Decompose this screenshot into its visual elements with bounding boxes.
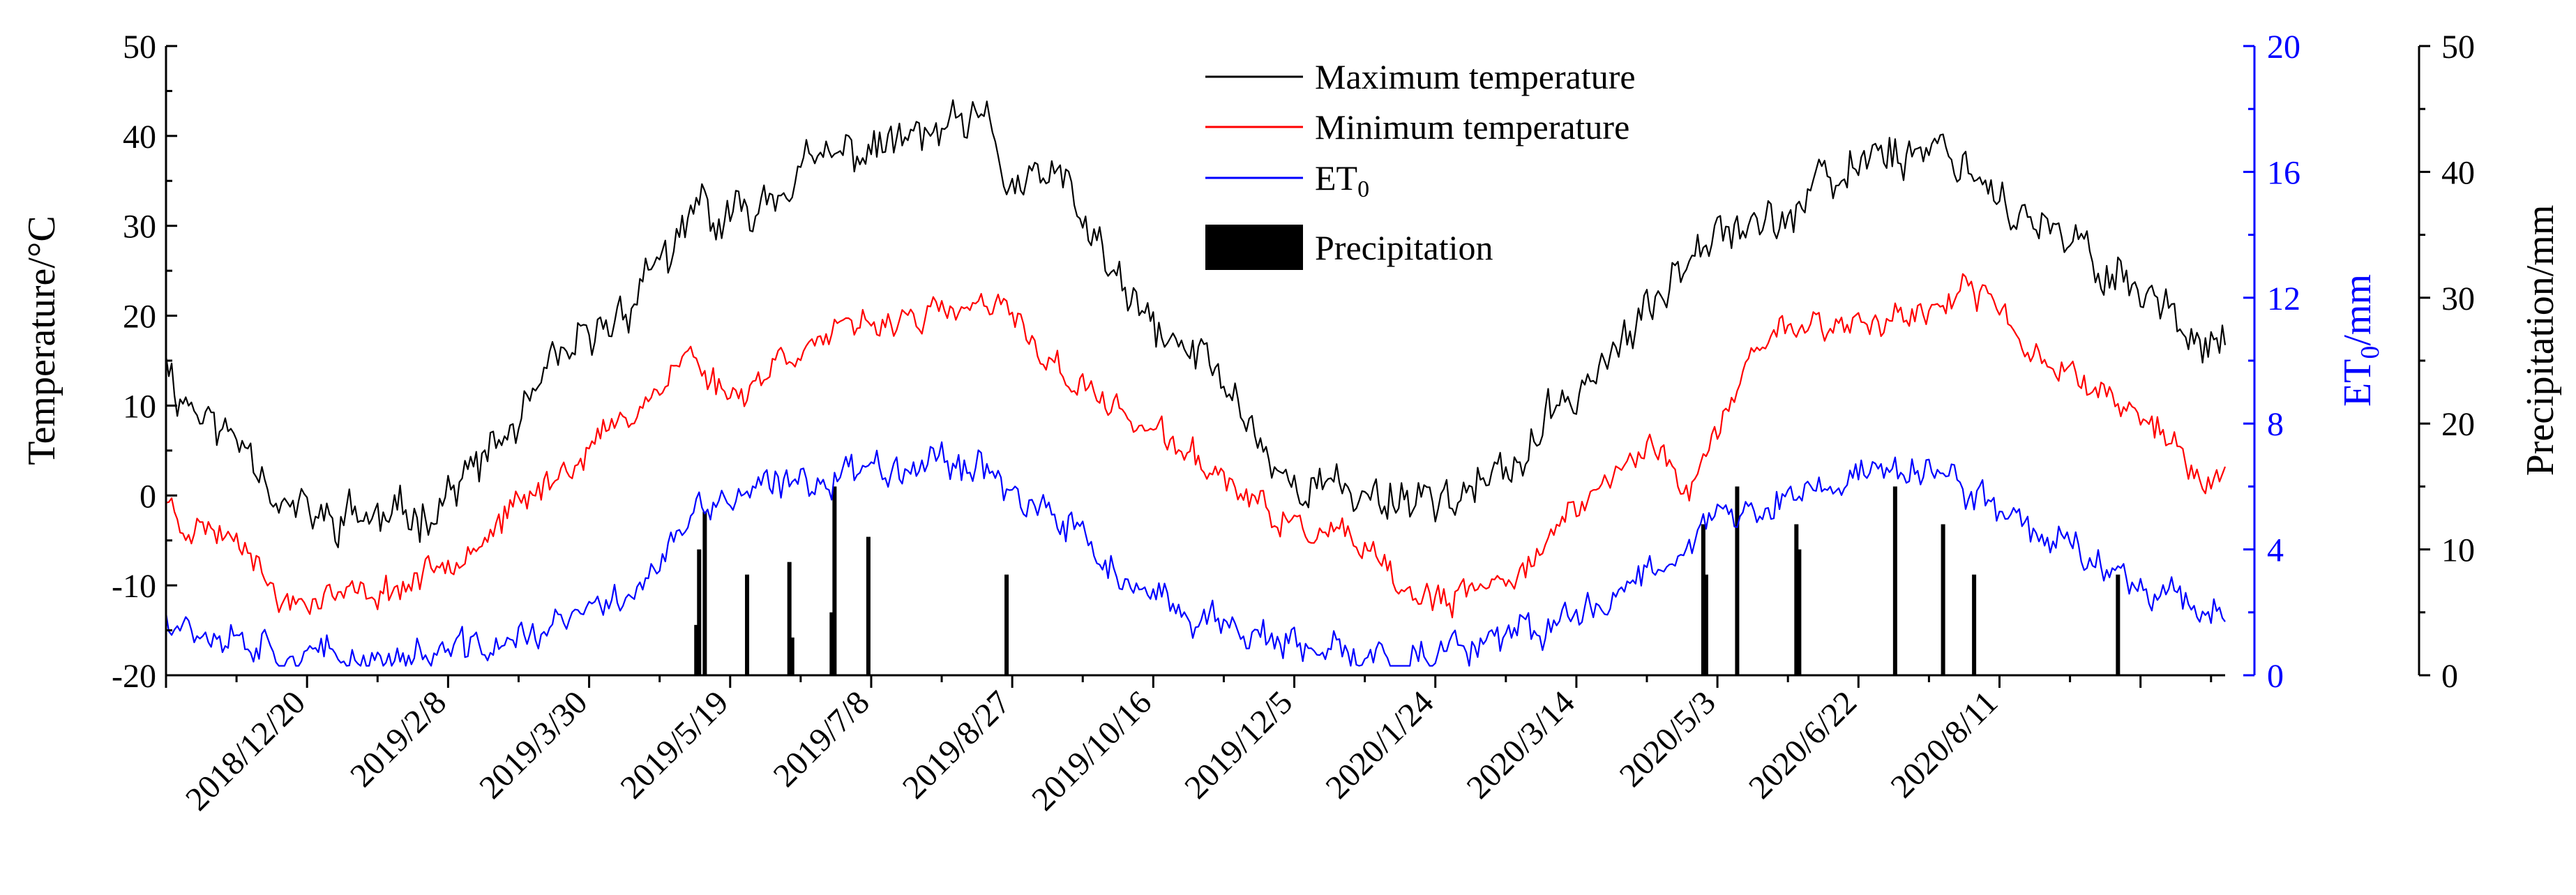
- precip-bar: [2116, 574, 2121, 675]
- x-tick-label: 2019/2/8: [343, 684, 453, 794]
- et0-tick-label: 8: [2267, 406, 2284, 443]
- precip-bar: [1701, 524, 1705, 675]
- precip-bar: [697, 549, 702, 675]
- x-tick-label: 2019/12/5: [1177, 684, 1300, 806]
- precipitation-tick-label: 10: [2441, 532, 2475, 569]
- temperature-tick-label: -10: [112, 568, 156, 605]
- temperature-tick-label: 30: [123, 209, 156, 246]
- x-tick-label: 2020/6/22: [1742, 684, 1864, 806]
- legend-tmin-label: Minimum temperature: [1315, 107, 1629, 146]
- et0-tick-label: 16: [2267, 154, 2300, 191]
- x-tick-label: 2019/3/30: [472, 684, 594, 806]
- series-lines: [165, 99, 2227, 667]
- tmin-line: [165, 273, 2227, 619]
- precipitation-bars: [694, 486, 2121, 675]
- et0-axis-label: ET0/mm: [2336, 274, 2385, 407]
- temperature-tick-label: 10: [123, 388, 156, 425]
- x-tick-label: 2020/8/11: [1883, 684, 2005, 805]
- x-tick-label: 2019/8/27: [896, 684, 1018, 806]
- et0-axis-label-unit: /mm: [2336, 274, 2379, 346]
- precipitation-tick-label: 20: [2441, 406, 2475, 443]
- x-tick-label: 2019/10/16: [1025, 684, 1159, 818]
- et0-tick-label: 4: [2267, 532, 2284, 569]
- precipitation-tick-label: 0: [2441, 658, 2458, 695]
- precip-bar: [694, 624, 699, 675]
- legend-et0-sub: 0: [1357, 176, 1369, 202]
- precipitation-tick-label: 50: [2441, 29, 2475, 66]
- et0-line: [165, 441, 2226, 667]
- et0-tick-label: 12: [2267, 280, 2300, 317]
- x-tick-label: 2020/1/24: [1318, 684, 1440, 806]
- precip-bar: [1703, 574, 1708, 675]
- temperature-tick-label: 40: [123, 119, 156, 156]
- tmax-line: [165, 99, 2227, 548]
- precip-bar: [702, 511, 707, 675]
- precip-bar: [745, 574, 750, 675]
- precip-bar: [790, 637, 794, 675]
- legend-precip-swatch: [1205, 225, 1303, 270]
- legend-et0-main: ET: [1315, 158, 1357, 197]
- et0-axis-label-main: ET: [2336, 359, 2379, 407]
- precip-bar: [829, 612, 834, 675]
- et0-tick-label: 20: [2267, 29, 2300, 66]
- precip-bar: [866, 536, 871, 675]
- temperature-tick-label: 20: [123, 299, 156, 336]
- x-tick-label: 2018/12/20: [179, 684, 312, 818]
- legend-precip-label: Precipitation: [1315, 228, 1493, 267]
- legend-tmax-label: Maximum temperature: [1315, 57, 1636, 96]
- x-tick-label: 2019/5/19: [613, 684, 735, 806]
- precipitation-tick-label: 30: [2441, 280, 2475, 317]
- x-tick-label: 2019/7/8: [767, 684, 877, 794]
- precip-bar: [1941, 524, 1945, 675]
- precip-bar: [1794, 524, 1799, 675]
- x-tick-label: 2020/5/3: [1613, 684, 1723, 794]
- temperature-axis-label: Temperature/°C: [20, 216, 63, 465]
- precip-bar: [1004, 574, 1009, 675]
- precipitation-tick-label: 40: [2441, 154, 2475, 191]
- precip-bar: [1735, 486, 1740, 675]
- et0-tick-label: 0: [2267, 658, 2284, 695]
- temperature-tick-label: -20: [112, 658, 156, 695]
- et0-axis-label-sub: 0: [2356, 346, 2385, 359]
- temperature-tick-label: 0: [140, 478, 156, 515]
- precip-bar: [832, 486, 837, 675]
- precip-bar: [787, 562, 792, 675]
- temperature-tick-label: 50: [123, 29, 156, 66]
- precip-bar: [1972, 574, 1977, 675]
- precip-bar: [1797, 549, 1802, 675]
- legend-et0-label: ET0: [1315, 158, 1369, 202]
- precipitation-axis-label: Precipitation/mm: [2519, 205, 2562, 476]
- legend: Maximum temperature Minimum temperature …: [1205, 57, 1636, 270]
- precip-bar: [1892, 486, 1897, 675]
- x-tick-label: 2020/3/14: [1460, 684, 1582, 806]
